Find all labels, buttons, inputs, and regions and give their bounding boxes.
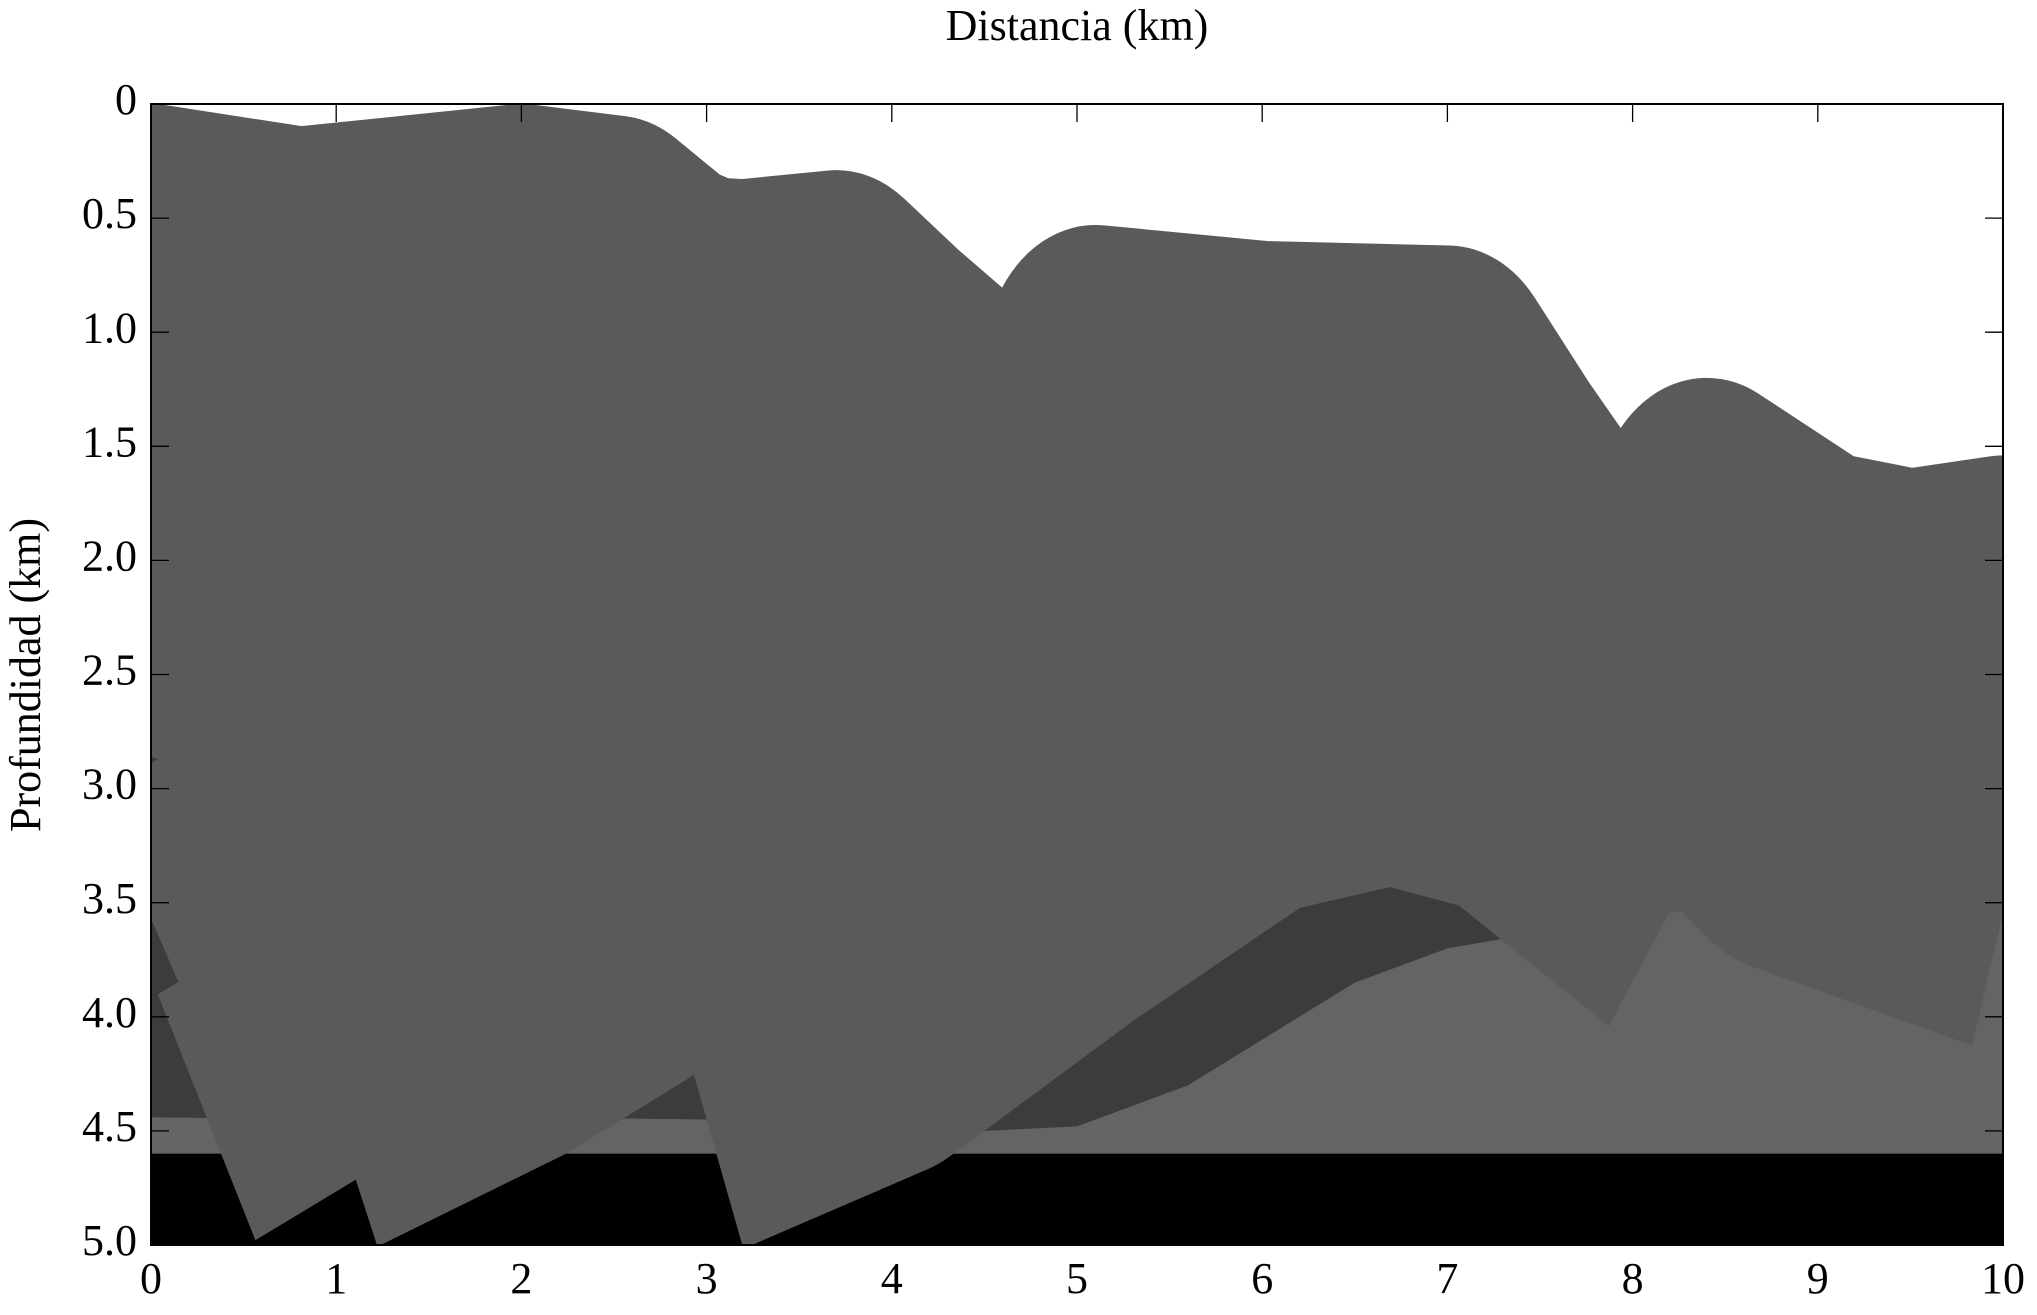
section-plot — [151, 104, 2003, 1245]
fault-line — [1640, 405, 2003, 873]
x-tick-label: 3 — [696, 1254, 718, 1303]
y-tick-label: 2.5 — [82, 646, 137, 695]
x-tick-label: 0 — [140, 1254, 162, 1303]
y-axis-title: Profundidad (km) — [1, 518, 50, 832]
fault-line — [768, 198, 1193, 670]
y-tick-label: 0 — [115, 75, 137, 124]
y-tick-label: 4.0 — [82, 988, 137, 1037]
y-tick-label: 4.5 — [82, 1102, 137, 1151]
x-tick-label: 1 — [325, 1254, 347, 1303]
x-tick-label: 6 — [1251, 1254, 1273, 1303]
y-tick-label: 1.5 — [82, 417, 137, 466]
x-tick-label: 7 — [1436, 1254, 1458, 1303]
horizon — [669, 610, 1731, 1245]
x-tick-label: 5 — [1066, 1254, 1088, 1303]
y-tick-label: 3.0 — [82, 760, 137, 809]
fault-line — [1580, 597, 2003, 1046]
x-tick-label: 8 — [1622, 1254, 1644, 1303]
x-tick-label: 4 — [881, 1254, 903, 1303]
y-tick-label: 0.5 — [82, 189, 137, 238]
x-tick-label: 9 — [1807, 1254, 1829, 1303]
y-tick-label: 3.5 — [82, 874, 137, 923]
y-tick-label: 5.0 — [82, 1216, 137, 1265]
x-tick-label: 2 — [510, 1254, 532, 1303]
y-tick-label: 2.0 — [82, 531, 137, 580]
x-axis-title: Distancia (km) — [946, 1, 1209, 50]
y-tick-label: 1.0 — [82, 303, 137, 352]
x-tick-label: 10 — [1981, 1254, 2025, 1303]
